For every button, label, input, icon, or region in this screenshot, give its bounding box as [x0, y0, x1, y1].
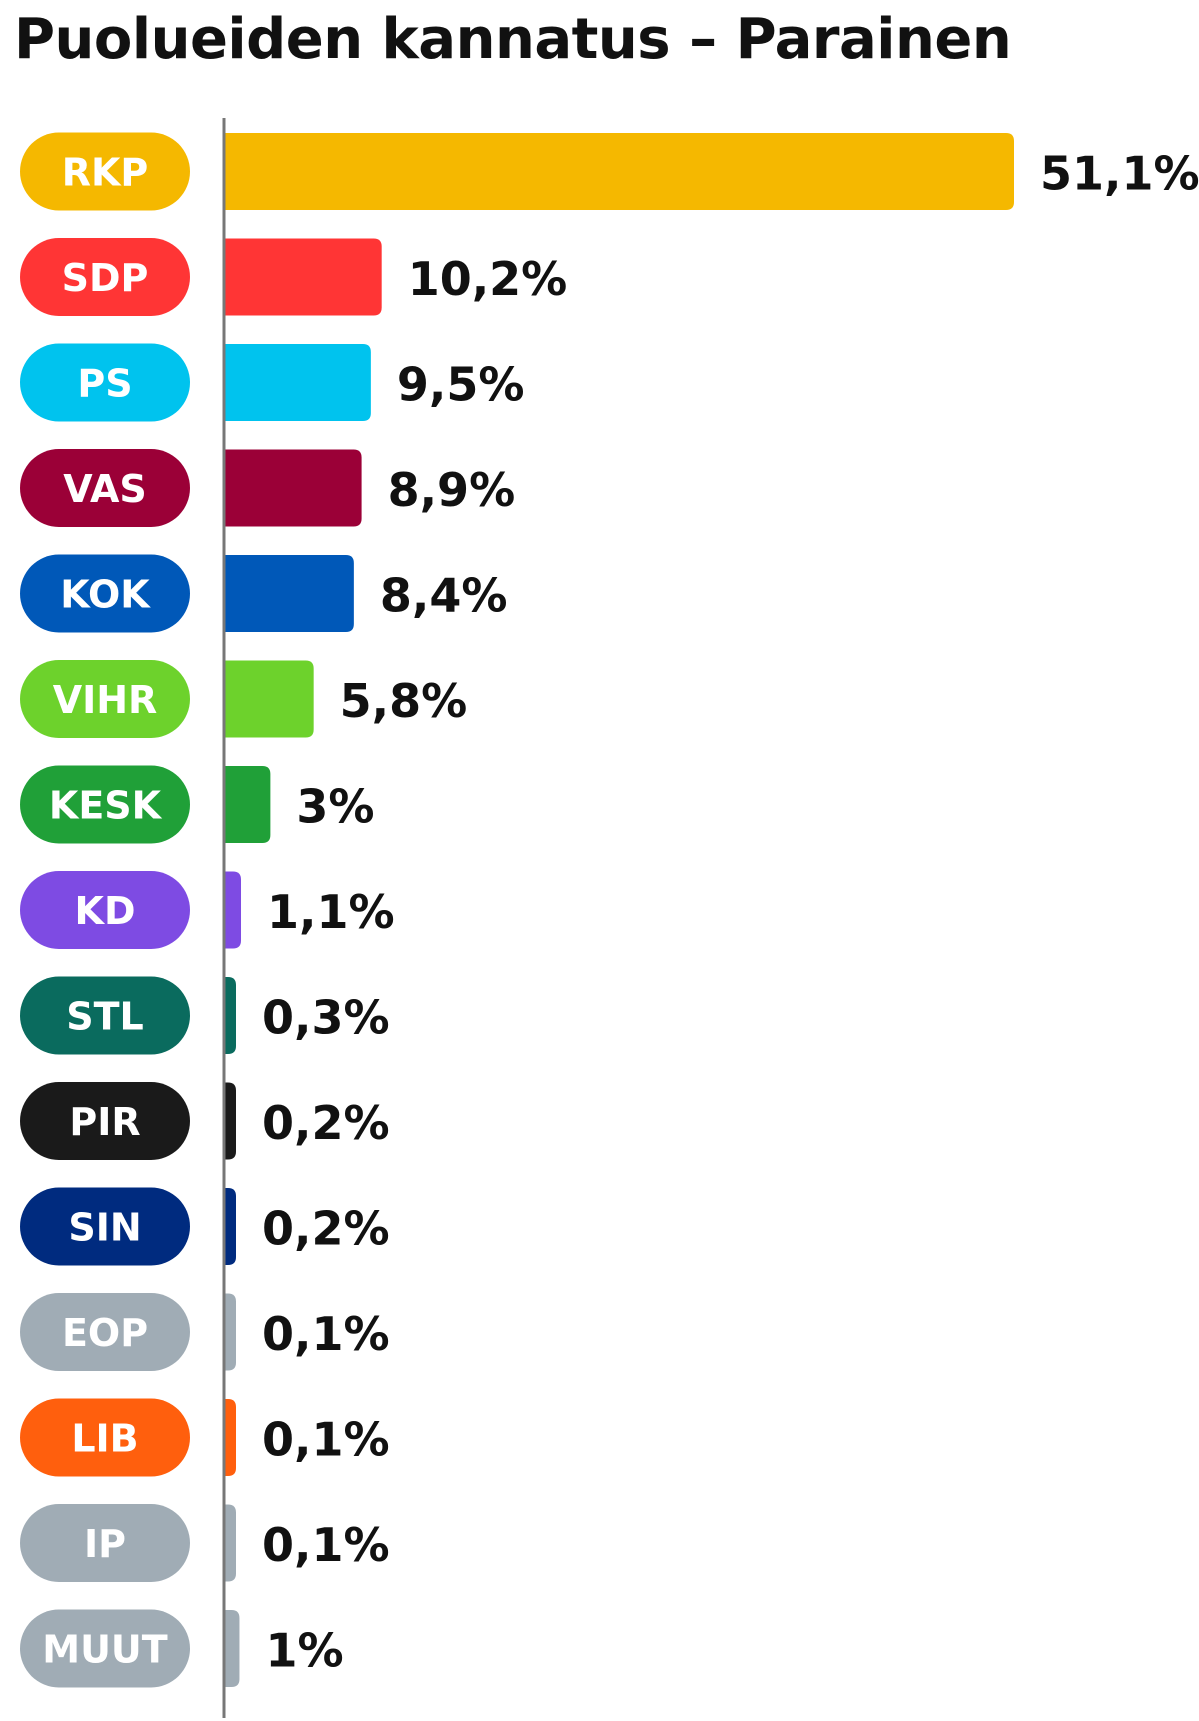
bar-kok: [224, 555, 354, 632]
party-pill-pir: [20, 1082, 190, 1160]
value-label-kok: 8,4%: [380, 569, 508, 623]
bar-sdp: [224, 238, 382, 316]
party-pill-ip: [20, 1504, 190, 1582]
bar-row-kok: KOK 8,4%: [20, 554, 508, 633]
bar-kd: [224, 871, 242, 949]
bar-row-pir: PIR 0,2%: [20, 1082, 390, 1160]
party-pill-vihr: [20, 660, 190, 738]
bar-row-stl: STL 0,3%: [20, 976, 390, 1055]
value-label-vas: 8,9%: [388, 463, 516, 517]
value-label-ps: 9,5%: [397, 358, 525, 412]
party-pill-kok: [20, 554, 190, 633]
party-pill-sdp: [20, 238, 190, 316]
party-pill-ps: [20, 343, 190, 422]
bar-muut: [224, 1610, 240, 1687]
bar-pir: [224, 1082, 236, 1160]
bar-row-ps: PS 9,5%: [20, 343, 525, 422]
value-label-lib: 0,1%: [262, 1413, 390, 1467]
party-pill-vas: [20, 449, 190, 527]
bar-vihr: [224, 660, 314, 738]
party-pill-rkp: [20, 132, 190, 211]
category-label-kesk: KESK: [49, 784, 163, 828]
value-label-rkp: 51,1%: [1040, 147, 1199, 201]
party-pill-eop: [20, 1293, 190, 1371]
category-label-vihr: VIHR: [53, 678, 158, 722]
category-label-eop: EOP: [62, 1311, 148, 1355]
bar-row-lib: LIB 0,1%: [20, 1398, 390, 1477]
value-label-eop: 0,1%: [262, 1307, 390, 1361]
value-label-sdp: 10,2%: [408, 252, 568, 306]
category-label-kd: KD: [75, 889, 136, 933]
category-label-stl: STL: [66, 995, 144, 1039]
value-label-vihr: 5,8%: [340, 674, 468, 728]
party-pill-kd: [20, 871, 190, 949]
category-label-kok: KOK: [60, 573, 151, 617]
party-pill-sin: [20, 1187, 190, 1266]
party-pill-kesk: [20, 765, 190, 844]
value-label-stl: 0,3%: [262, 991, 390, 1045]
category-label-sdp: SDP: [62, 256, 149, 300]
bar-ps: [224, 344, 371, 421]
bar-ip: [224, 1504, 236, 1582]
value-label-muut: 1%: [265, 1624, 343, 1678]
value-label-kesk: 3%: [296, 780, 374, 834]
bar-rkp: [224, 133, 1014, 210]
category-label-muut: MUUT: [42, 1628, 168, 1672]
bar-row-muut: MUUT 1%: [20, 1609, 344, 1688]
bar-stl: [224, 977, 236, 1054]
value-label-sin: 0,2%: [262, 1202, 390, 1256]
bar-row-sin: SIN 0,2%: [20, 1187, 390, 1266]
value-label-pir: 0,2%: [262, 1096, 390, 1150]
bar-vas: [224, 449, 362, 527]
value-label-kd: 1,1%: [267, 885, 395, 939]
category-label-lib: LIB: [71, 1417, 138, 1461]
chart-title: Puolueiden kannatus – Parainen: [14, 7, 1012, 72]
bar-row-vihr: VIHR 5,8%: [20, 660, 467, 738]
bar-row-eop: EOP 0,1%: [20, 1293, 390, 1371]
category-label-ip: IP: [84, 1522, 126, 1566]
bar-row-rkp: RKP 51,1%: [20, 132, 1199, 211]
value-label-ip: 0,1%: [262, 1518, 390, 1572]
category-label-pir: PIR: [69, 1100, 140, 1144]
party-pill-stl: [20, 976, 190, 1055]
category-label-vas: VAS: [63, 467, 147, 511]
chart-rows: RKP 51,1% SDP 10,2% PS 9,5% VAS 8,9% KOK 8,4% VIHR…: [20, 132, 1199, 1688]
category-label-ps: PS: [77, 362, 132, 406]
category-label-rkp: RKP: [62, 151, 149, 195]
bar-row-kesk: KESK 3%: [20, 765, 374, 844]
bar-lib: [224, 1399, 236, 1476]
bar-row-kd: KD 1,1%: [20, 871, 395, 949]
bar-row-sdp: SDP 10,2%: [20, 238, 567, 316]
party-pill-lib: [20, 1398, 190, 1477]
category-label-sin: SIN: [68, 1206, 141, 1250]
bar-sin: [224, 1188, 236, 1265]
bar-eop: [224, 1293, 236, 1371]
bar-row-vas: VAS 8,9%: [20, 449, 515, 527]
party-pill-muut: [20, 1609, 190, 1688]
bar-kesk: [224, 766, 271, 843]
bar-row-ip: IP 0,1%: [20, 1504, 390, 1582]
